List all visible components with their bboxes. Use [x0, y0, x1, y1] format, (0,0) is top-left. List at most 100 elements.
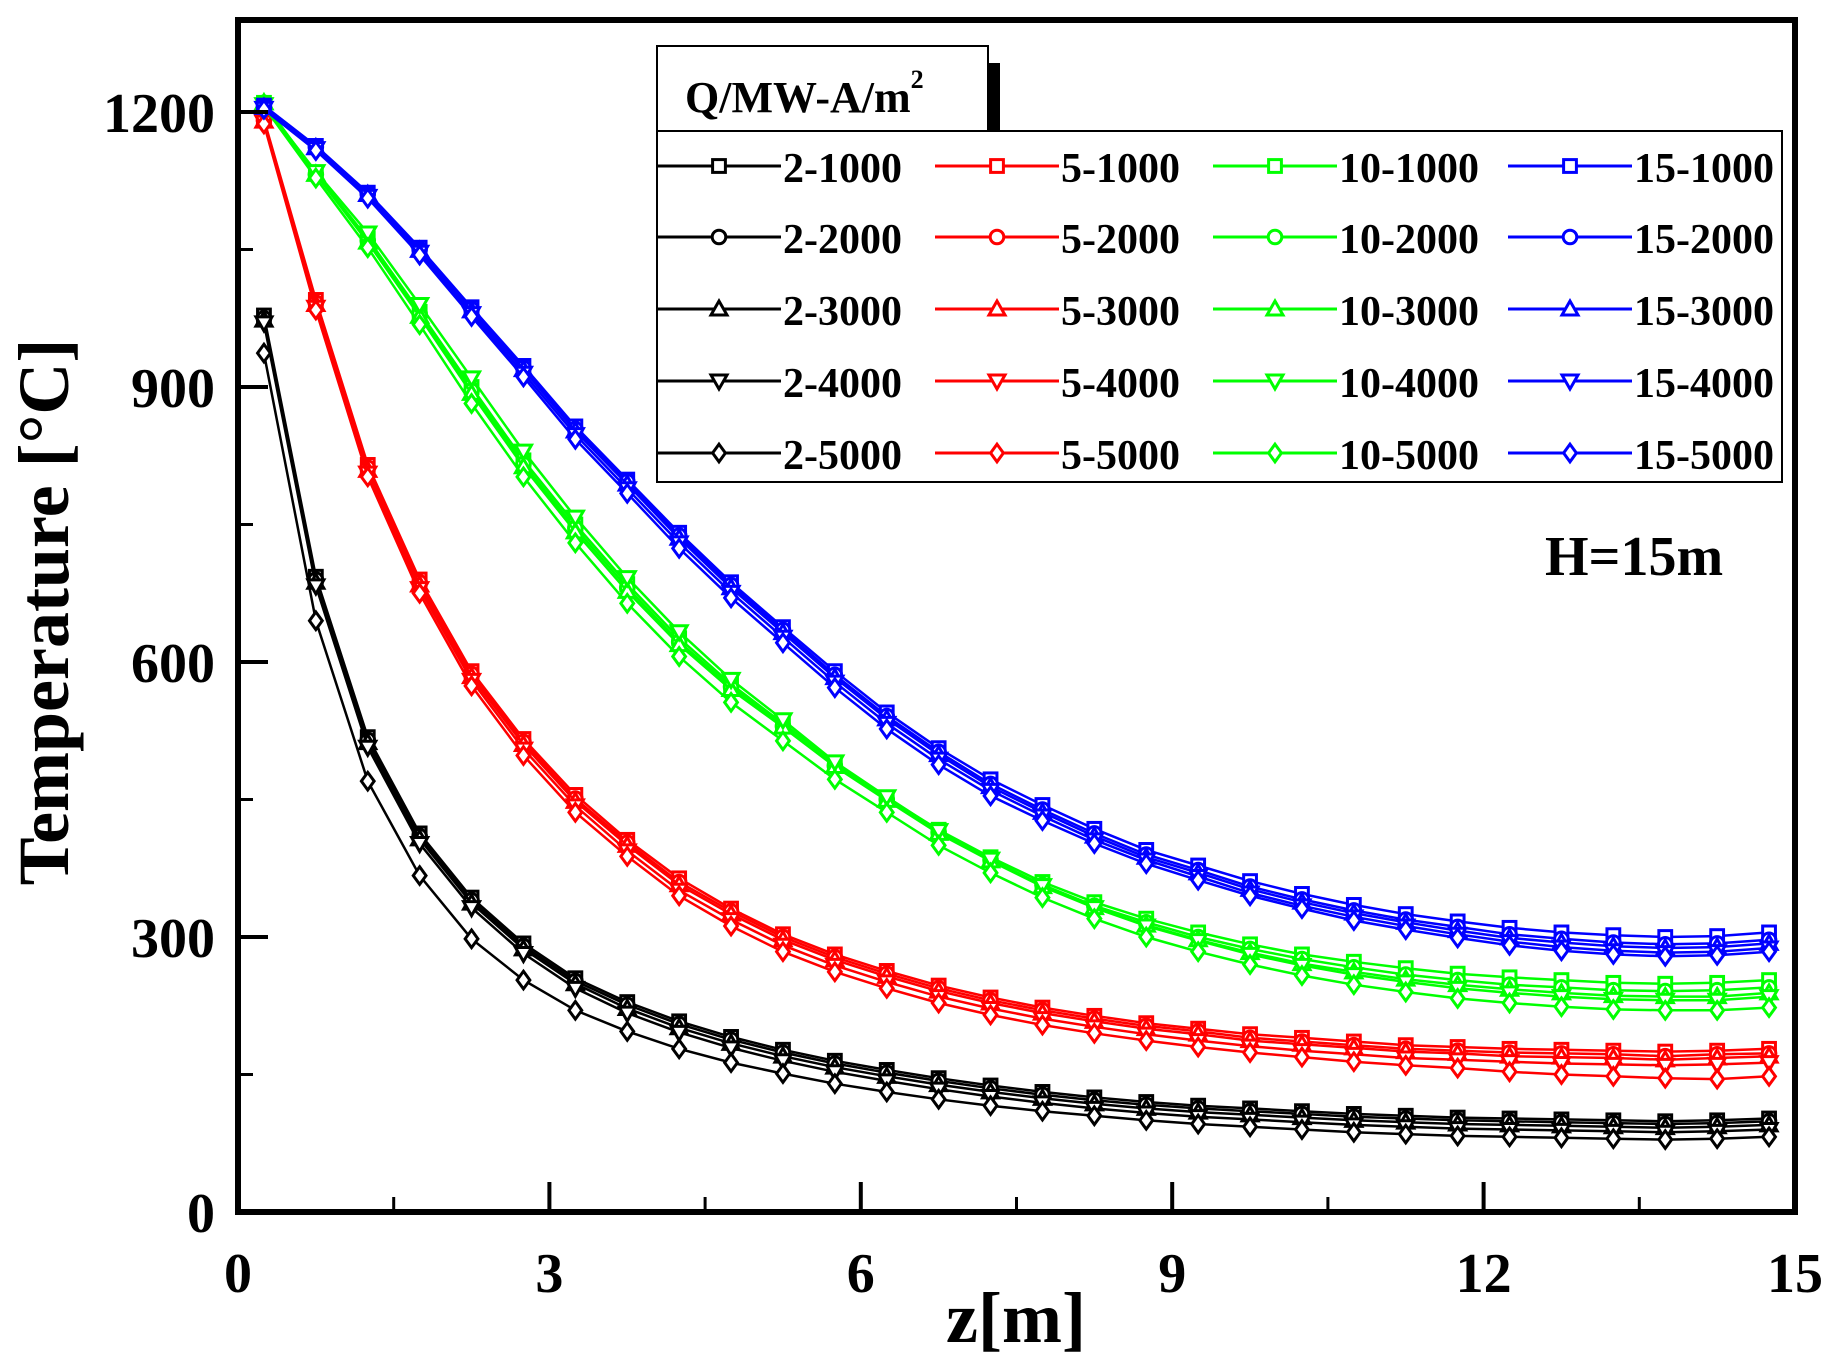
series-line	[262, 102, 1770, 986]
data-point-10-5000	[722, 690, 740, 714]
data-point-10-5000	[982, 861, 999, 885]
data-point-2-5000	[1449, 1124, 1466, 1148]
data-point-2-5000	[618, 1020, 636, 1043]
series-5-5000	[255, 112, 1778, 1091]
data-point-10-4000	[720, 671, 742, 691]
legend-label: 15-5000	[1634, 433, 1774, 479]
legend-marker-triangle-up	[1559, 297, 1581, 317]
data-point-15-5000	[826, 676, 844, 700]
legend-entry-15-4000: 15-4000	[1508, 361, 1774, 407]
legend-marker-diamond	[1266, 441, 1284, 465]
data-point-15-5000	[307, 139, 325, 162]
data-point-10-4000	[668, 624, 690, 643]
legend-entry-10-4000: 10-4000	[1213, 361, 1479, 407]
data-point-5-5000	[1034, 1013, 1051, 1037]
data-point-5-5000	[307, 298, 325, 322]
data-point-5-5000	[982, 1003, 999, 1027]
data-point-5-5000	[1553, 1063, 1570, 1086]
legend-marker-circle	[710, 228, 728, 246]
data-point-5-5000	[255, 112, 273, 136]
legend-marker-square	[711, 158, 727, 174]
data-point-10-5000	[670, 645, 688, 668]
legend-marker-square	[1562, 158, 1578, 174]
data-point-10-4000	[928, 823, 950, 842]
data-point-15-5000	[878, 717, 896, 741]
y-tick-label: 600	[131, 633, 215, 695]
data-point-10-5000	[618, 591, 636, 615]
data-point-10-5000	[515, 465, 532, 489]
data-point-15-5000	[1345, 909, 1363, 932]
data-point-15-5000	[1086, 832, 1103, 855]
data-point-5-5000	[1501, 1060, 1518, 1084]
data-point-15-5000	[515, 365, 532, 389]
legend-label: 2-2000	[783, 217, 902, 263]
data-point-2-4000	[616, 1005, 638, 1025]
data-point-2-5000	[722, 1051, 740, 1074]
data-point-5-5000	[1397, 1053, 1415, 1077]
legend-label: 5-4000	[1061, 361, 1180, 407]
data-point-2-5000	[1397, 1122, 1415, 1146]
data-point-2-5000	[1553, 1126, 1570, 1150]
data-point-10-5000	[1656, 998, 1674, 1022]
legend-box	[656, 130, 1783, 483]
legend-label: 5-3000	[1061, 289, 1180, 335]
data-point-5-4000	[1654, 1057, 1676, 1077]
data-point-2-5000	[1241, 1115, 1259, 1139]
data-point-10-5000	[411, 313, 428, 337]
data-point-10-4000	[512, 443, 535, 463]
data-point-2-5000	[930, 1087, 947, 1111]
data-point-5-5000	[774, 940, 792, 964]
data-point-15-5000	[1189, 868, 1207, 892]
legend-label: 15-4000	[1634, 361, 1774, 407]
data-point-2-5000	[359, 769, 377, 793]
data-point-15-5000	[1553, 939, 1570, 963]
data-point-5-5000	[1293, 1045, 1311, 1069]
legend-title-box	[656, 45, 989, 132]
legend-entry-10-3000: 10-3000	[1213, 289, 1479, 335]
data-point-10-5000	[1189, 940, 1207, 964]
data-point-5-5000	[1241, 1041, 1259, 1064]
x-axis-label: z[m]	[946, 1278, 1086, 1358]
data-point-10-5000	[1760, 996, 1778, 1019]
data-point-10-5000	[774, 729, 792, 753]
data-point-10-5000	[1345, 973, 1363, 997]
data-point-2-4000	[512, 946, 535, 965]
y-tick-label: 300	[131, 908, 215, 970]
data-point-10-5000	[359, 236, 377, 260]
legend-entry-15-2000: 15-2000	[1508, 217, 1774, 263]
data-point-5-5000	[670, 884, 688, 908]
data-point-5-5000	[1605, 1064, 1622, 1088]
legend-entry-5-1000: 5-1000	[935, 146, 1180, 192]
series-line	[262, 105, 1770, 1012]
data-point-15-5000	[359, 186, 377, 210]
data-point-5-5000	[1137, 1029, 1155, 1052]
data-point-15-5000	[1501, 933, 1518, 957]
data-point-10-5000	[1137, 925, 1155, 949]
data-point-2-5000	[1345, 1120, 1363, 1144]
legend-entry-2-1000: 2-1000	[657, 146, 902, 192]
series-line	[262, 118, 1770, 1053]
data-point-10-5000	[1708, 998, 1726, 1022]
legend-label: 10-4000	[1339, 361, 1479, 407]
series-line	[262, 352, 1770, 1141]
y-tick-label: 900	[131, 358, 215, 420]
x-tick-label: 9	[1158, 1243, 1186, 1305]
legend-entry-2-3000: 2-3000	[657, 289, 902, 335]
data-point-2-4000	[720, 1040, 742, 1059]
legend-marker-square	[1267, 158, 1283, 174]
data-point-15-5000	[1708, 943, 1726, 967]
legend-label: 15-2000	[1634, 217, 1774, 263]
data-point-15-5000	[982, 784, 999, 808]
legend-label: 5-5000	[1061, 433, 1180, 479]
data-point-2-5000	[1656, 1128, 1674, 1151]
legend-label: 15-1000	[1634, 146, 1774, 192]
data-point-2-5000	[774, 1062, 792, 1085]
series-layer	[253, 91, 1780, 1151]
legend-marker-triangle-down	[986, 373, 1008, 393]
legend-marker-triangle-up	[1264, 297, 1286, 317]
data-point-10-5000	[1553, 995, 1570, 1019]
legend-entry-2-5000: 2-5000	[657, 433, 902, 479]
data-point-10-5000	[463, 392, 480, 415]
data-point-5-5000	[1189, 1035, 1207, 1059]
